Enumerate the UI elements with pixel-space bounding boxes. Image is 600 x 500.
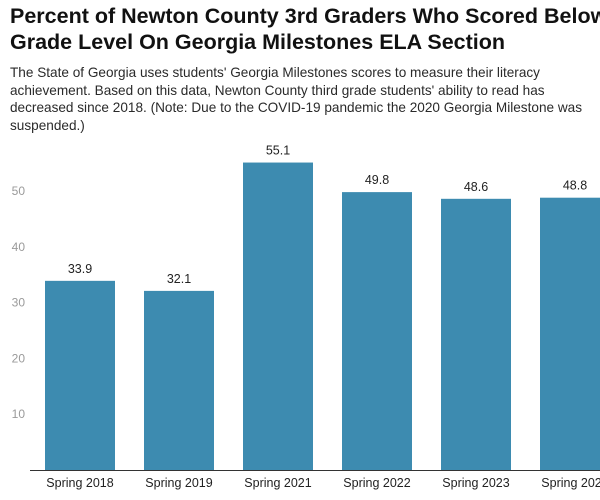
- bar-value-label: 55.1: [266, 144, 290, 158]
- chart-description: The State of Georgia uses students' Geor…: [10, 64, 600, 134]
- chart-description-line-2: achievement. Based on this data, Newton …: [10, 82, 545, 98]
- bar: [540, 197, 600, 471]
- y-tick-label: 50: [12, 184, 26, 198]
- chart-title-line-2: Grade Level On Georgia Milestones ELA Se…: [10, 30, 506, 54]
- x-category-label: Spring 2023: [442, 476, 509, 490]
- bar: [45, 280, 115, 470]
- y-tick-label: 10: [12, 407, 26, 421]
- bar-value-label: 48.8: [563, 179, 587, 193]
- bar-value-label: 49.8: [365, 173, 389, 187]
- bar: [144, 290, 214, 470]
- bar: [243, 162, 313, 471]
- x-category-label: Spring 2018: [46, 476, 113, 490]
- bar-value-label: 33.9: [68, 262, 92, 276]
- bar: [441, 198, 511, 470]
- bar-value-label: 32.1: [167, 272, 191, 286]
- bar-value-label: 48.6: [464, 180, 488, 194]
- chart-title-line-1: Percent of Newton County 3rd Graders Who…: [10, 4, 600, 28]
- y-tick-label: 20: [12, 351, 26, 365]
- y-tick-label: 30: [12, 296, 26, 310]
- bar: [342, 192, 412, 470]
- x-category-label: Spring 2022: [343, 476, 410, 490]
- chart-title: Percent of Newton County 3rd Graders Who…: [10, 3, 600, 55]
- chart-description-line-4: suspended.): [10, 117, 85, 133]
- chart-description-line-1: The State of Georgia uses students' Geor…: [10, 65, 540, 80]
- x-category-label: Spring 2019: [145, 476, 212, 490]
- y-tick-label: 40: [12, 240, 26, 254]
- x-category-label: Spring 2021: [244, 476, 311, 490]
- x-category-label: Spring 2024: [541, 476, 600, 490]
- chart-description-line-3: decreased since 2018. (Note: Due to the …: [10, 100, 583, 115]
